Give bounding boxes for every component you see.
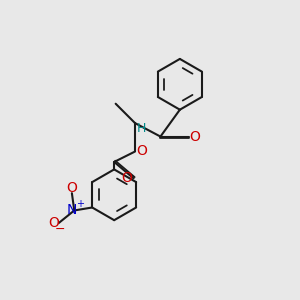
Text: O: O <box>48 216 59 230</box>
Text: −: − <box>55 223 65 236</box>
Text: O: O <box>136 145 147 158</box>
Text: O: O <box>122 171 132 185</box>
Text: N: N <box>67 203 77 218</box>
Text: O: O <box>66 181 77 195</box>
Text: +: + <box>76 200 84 209</box>
Text: O: O <box>189 130 200 144</box>
Text: H: H <box>137 122 146 135</box>
